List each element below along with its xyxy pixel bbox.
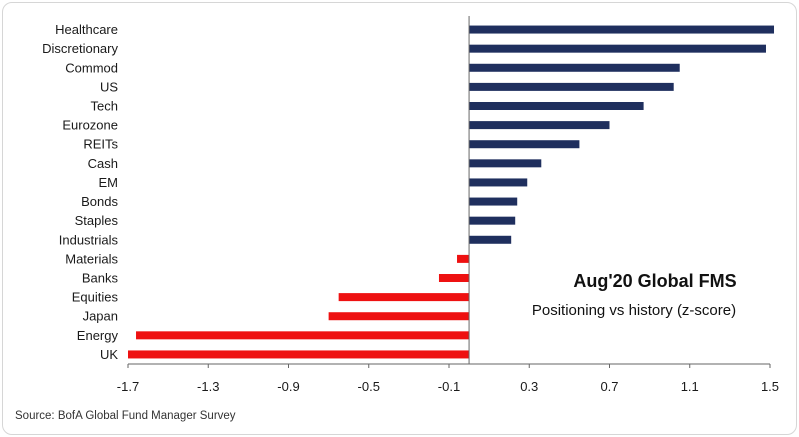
bar-reits xyxy=(469,140,580,149)
source-note: Source: BofA Global Fund Manager Survey xyxy=(15,410,236,422)
bar-em xyxy=(469,178,528,187)
x-tick-label: -0.9 xyxy=(277,379,299,394)
bar-healthcare xyxy=(469,25,775,34)
x-tick-label: 0.3 xyxy=(520,379,538,394)
bar-energy xyxy=(136,331,470,340)
category-label-energy: Energy xyxy=(77,328,119,343)
category-label-discretionary: Discretionary xyxy=(42,41,118,56)
bar-industrials xyxy=(469,235,512,244)
bar-staples xyxy=(469,216,516,225)
category-label-healthcare: Healthcare xyxy=(55,22,118,37)
x-tick-label: 1.5 xyxy=(761,379,779,394)
bar-bonds xyxy=(469,197,518,206)
annotation-title: Aug'20 Global FMS xyxy=(573,271,736,291)
bar-commod xyxy=(469,63,680,72)
annotation-subtitle: Positioning vs history (z-score) xyxy=(532,302,736,319)
bar-cash xyxy=(469,159,542,168)
x-tick-label: 0.7 xyxy=(600,379,618,394)
x-tick-label: -1.3 xyxy=(197,379,219,394)
category-label-japan: Japan xyxy=(83,309,118,324)
x-tick-label: -1.7 xyxy=(117,379,139,394)
bar-tech xyxy=(469,102,644,110)
category-label-materials: Materials xyxy=(65,251,118,266)
category-label-commod: Commod xyxy=(65,60,118,75)
category-label-cash: Cash xyxy=(88,156,118,171)
bar-materials xyxy=(457,254,470,263)
x-tick-label: 1.1 xyxy=(681,379,699,394)
category-label-equities: Equities xyxy=(72,290,119,305)
x-tick-label: -0.1 xyxy=(438,379,460,394)
bar-discretionary xyxy=(469,44,766,53)
bar-us xyxy=(469,82,674,91)
category-label-em: EM xyxy=(99,175,119,190)
category-label-us: US xyxy=(100,79,118,94)
category-label-tech: Tech xyxy=(91,99,118,114)
bar-equities xyxy=(338,293,470,302)
category-label-staples: Staples xyxy=(75,213,119,228)
category-label-reits: REITs xyxy=(83,137,118,152)
bar-japan xyxy=(328,312,470,321)
category-label-industrials: Industrials xyxy=(59,232,119,247)
bar-uk xyxy=(128,350,470,359)
x-tick-label: -0.5 xyxy=(358,379,380,394)
category-label-banks: Banks xyxy=(82,271,119,286)
category-label-uk: UK xyxy=(100,347,118,362)
category-label-bonds: Bonds xyxy=(81,194,118,209)
bar-eurozone xyxy=(469,121,610,130)
bar-banks xyxy=(438,274,470,282)
category-label-eurozone: Eurozone xyxy=(62,118,118,133)
